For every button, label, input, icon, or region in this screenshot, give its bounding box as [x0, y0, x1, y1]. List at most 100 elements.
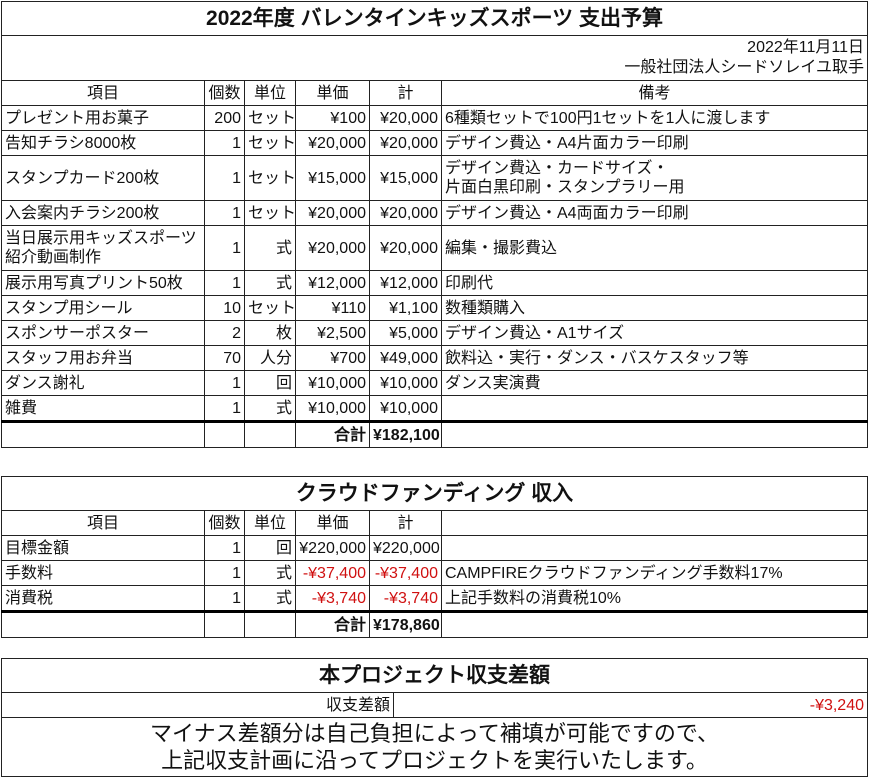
price-cell: ¥700	[295, 345, 370, 371]
price-cell: ¥2,500	[295, 320, 370, 346]
header-note: 備考	[441, 80, 868, 106]
qty-cell: 70	[204, 345, 245, 371]
note-cell	[441, 535, 868, 561]
price-cell: ¥10,000	[295, 370, 370, 396]
item-cell: 展示用写真プリント50枚	[1, 270, 205, 296]
income-row: 目標金額 1 回 ¥220,000 ¥220,000	[1, 535, 868, 561]
header-unit: 単位	[244, 80, 296, 106]
total-cell: -¥3,740	[369, 585, 442, 612]
unit-cell: セット	[244, 130, 296, 156]
expense-table: 2022年度 バレンタインキッズスポーツ 支出予算 2022年11月11日 一般…	[1, 1, 868, 448]
qty-cell: 200	[204, 105, 245, 131]
total-cell: ¥5,000	[369, 320, 442, 346]
qty-cell: 1	[204, 535, 245, 561]
item-cell: 入会案内チラシ200枚	[1, 200, 205, 226]
price-cell: -¥3,740	[295, 585, 370, 612]
item-cell: スタンプカード200枚	[1, 155, 205, 201]
expense-title: 2022年度 バレンタインキッズスポーツ 支出予算	[1, 1, 868, 36]
item-cell: ダンス謝礼	[1, 370, 205, 396]
note-cell	[441, 395, 868, 422]
qty-cell: 1	[204, 560, 245, 586]
balance-table: 本プロジェクト収支差額 収支差額 -¥3,240 マイナス差額分は自己負担によっ…	[1, 658, 868, 777]
unit-cell: 式	[244, 225, 296, 271]
price-cell: ¥220,000	[295, 535, 370, 561]
item-cell: スタッフ用お弁当	[1, 345, 205, 371]
item-cell: 手数料	[1, 560, 205, 586]
header-total: 計	[369, 510, 442, 536]
unit-cell: セット	[244, 295, 296, 321]
total-cell: ¥10,000	[369, 370, 442, 396]
unit-cell: 式	[244, 395, 296, 422]
total-cell: ¥220,000	[369, 535, 442, 561]
note-cell: 6種類セットで100円1セットを1人に渡します	[441, 105, 868, 131]
total-cell: ¥20,000	[369, 130, 442, 156]
qty-cell: 1	[204, 270, 245, 296]
header-item: 項目	[1, 80, 205, 106]
unit-cell: セット	[244, 105, 296, 131]
qty-cell: 1	[204, 585, 245, 612]
header-price: 単価	[295, 80, 370, 106]
header-price: 単価	[295, 510, 370, 536]
income-sum-label: 合計	[295, 610, 370, 638]
price-cell: ¥12,000	[295, 270, 370, 296]
price-cell: ¥100	[295, 105, 370, 131]
note-cell: 上記手数料の消費税10%	[441, 585, 868, 612]
note-cell: 飲料込・実行・ダンス・バスケスタッフ等	[441, 345, 868, 371]
organization-name: 一般社団法人シードソレイユ取手	[624, 59, 864, 76]
note-cell: デザイン費込・A4片面カラー印刷	[441, 130, 868, 156]
header-unit: 単位	[244, 510, 296, 536]
unit-cell: 式	[244, 270, 296, 296]
note-cell: ダンス実演費	[441, 370, 868, 396]
expense-row: 雑費 1 式 ¥10,000 ¥10,000	[1, 395, 868, 422]
item-cell: 雑費	[1, 395, 205, 422]
qty-cell: 1	[204, 155, 245, 201]
expense-sum-row: 合計 ¥182,100	[1, 420, 868, 448]
note-cell: CAMPFIREクラウドファンディング手数料17%	[441, 560, 868, 586]
total-cell: -¥37,400	[369, 560, 442, 586]
unit-cell: 回	[244, 535, 296, 561]
price-cell: ¥10,000	[295, 395, 370, 422]
note-cell: 数種類購入	[441, 295, 868, 321]
total-cell: ¥12,000	[369, 270, 442, 296]
income-sum-row: 合計 ¥178,860	[1, 610, 868, 638]
income-header-row: 項目 個数 単位 単価 計	[1, 510, 868, 536]
expense-sum-label: 合計	[295, 420, 370, 448]
balance-title: 本プロジェクト収支差額	[1, 658, 868, 693]
note-cell: デザイン費込・カードサイズ・ 片面白黒印刷・スタンプラリー用	[441, 155, 868, 201]
message-line-1: マイナス差額分は自己負担によって補填が可能ですので、	[150, 721, 719, 746]
total-cell: ¥15,000	[369, 155, 442, 201]
item-cell: 告知チラシ8000枚	[1, 130, 205, 156]
price-cell: ¥20,000	[295, 225, 370, 271]
item-cell: 当日展示用キッズスポーツ 紹介動画制作	[1, 225, 205, 271]
qty-cell: 1	[204, 370, 245, 396]
expense-row: 当日展示用キッズスポーツ 紹介動画制作 1 式 ¥20,000 ¥20,000 編集・撮影…	[1, 225, 868, 271]
item-cell: 消費税	[1, 585, 205, 612]
income-sum-value: ¥178,860	[369, 610, 442, 638]
expense-sum-value: ¥182,100	[369, 420, 442, 448]
unit-cell: 式	[244, 560, 296, 586]
note-cell: デザイン費込・A1サイズ	[441, 320, 868, 346]
income-row: 消費税 1 式 -¥3,740 -¥3,740 上記手数料の消費税10%	[1, 585, 868, 612]
price-cell: ¥20,000	[295, 130, 370, 156]
total-cell: ¥20,000	[369, 225, 442, 271]
note-cell: 印刷代	[441, 270, 868, 296]
expense-row: 告知チラシ8000枚 1 セット ¥20,000 ¥20,000 デザイン費込・A4片面カ…	[1, 130, 868, 156]
expense-row: スポンサーポスター 2 枚 ¥2,500 ¥5,000 デザイン費込・A1サイズ	[1, 320, 868, 346]
expense-header-row: 項目 個数 単位 単価 計 備考	[1, 80, 868, 106]
unit-cell: セット	[244, 200, 296, 226]
income-row: 手数料 1 式 -¥37,400 -¥37,400 CAMPFIREクラウドファンディング…	[1, 560, 868, 586]
qty-cell: 10	[204, 295, 245, 321]
document-date: 2022年11月11日	[747, 39, 864, 56]
balance-value: -¥3,240	[393, 692, 868, 718]
balance-message: マイナス差額分は自己負担によって補填が可能ですので、 上記収支計画に沿ってプロジ…	[1, 717, 868, 777]
expense-row: スタンプ用シール 10 セット ¥110 ¥1,100 数種類購入	[1, 295, 868, 321]
qty-cell: 1	[204, 130, 245, 156]
income-title: クラウドファンディング 収入	[1, 476, 868, 511]
expense-row: プレゼント用お菓子 200 セット ¥100 ¥20,000 6種類セットで100円1セッ…	[1, 105, 868, 131]
note-cell: デザイン費込・A4両面カラー印刷	[441, 200, 868, 226]
item-cell: スポンサーポスター	[1, 320, 205, 346]
unit-cell: 回	[244, 370, 296, 396]
header-note	[441, 510, 868, 536]
qty-cell: 2	[204, 320, 245, 346]
expense-row: 入会案内チラシ200枚 1 セット ¥20,000 ¥20,000 デザイン費込・A4両面…	[1, 200, 868, 226]
